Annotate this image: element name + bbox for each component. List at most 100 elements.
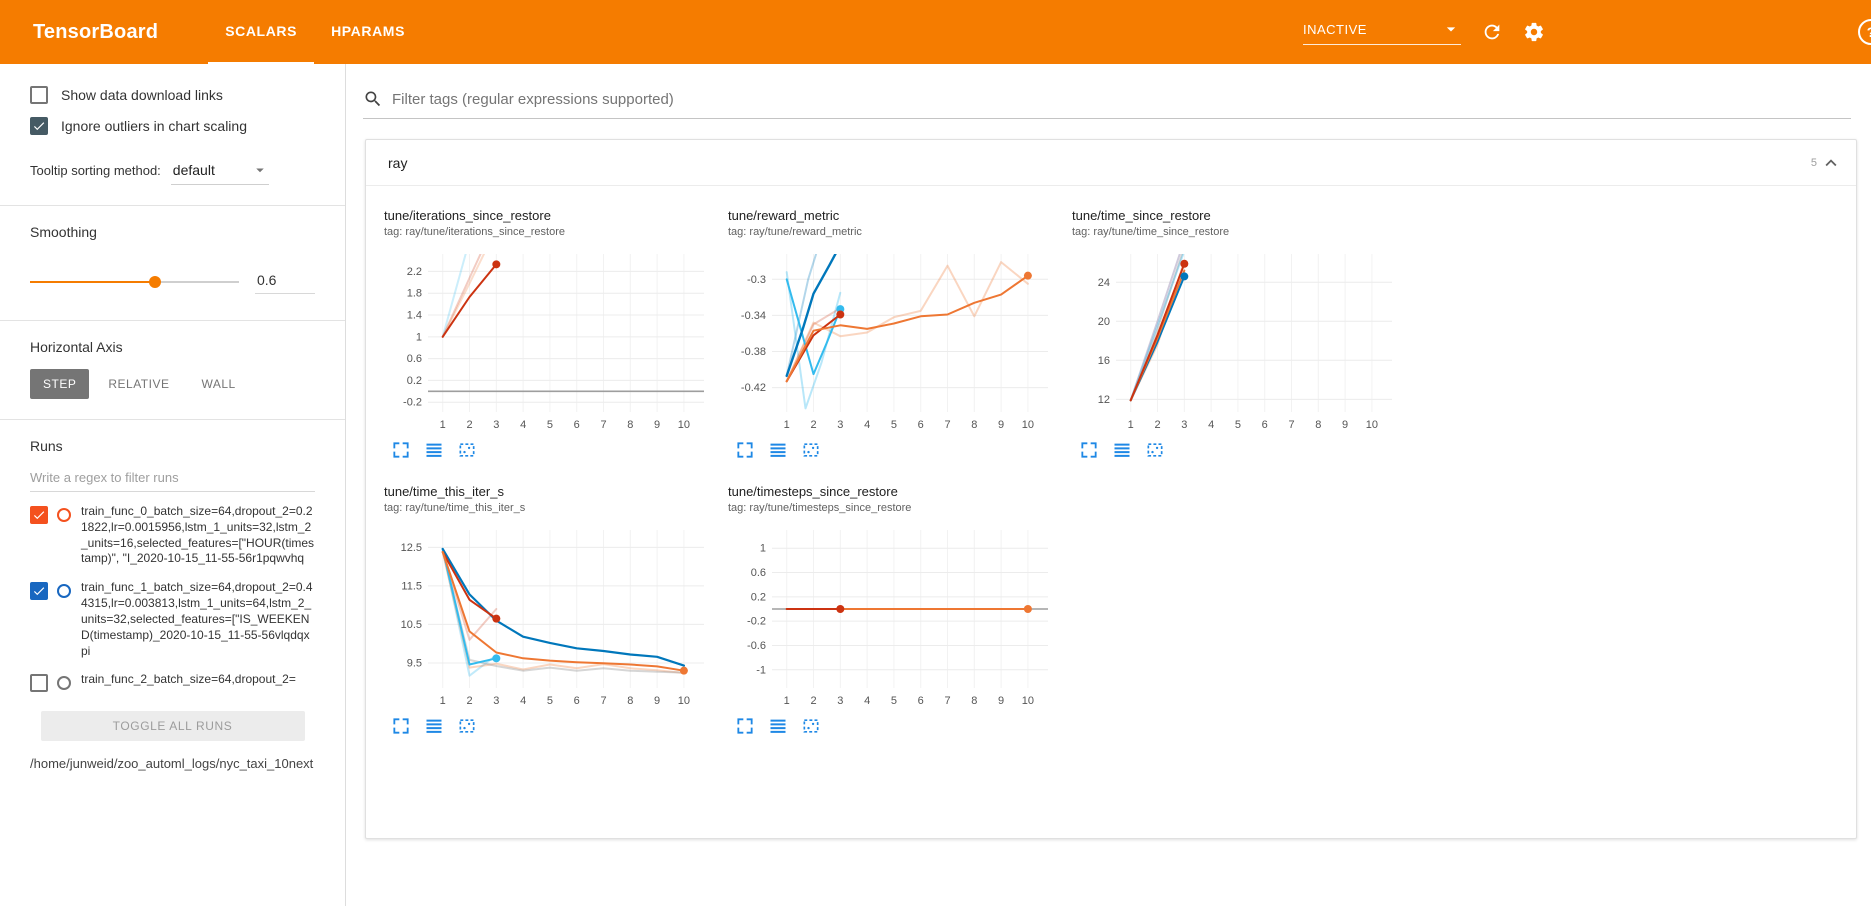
toggle-yaxis-icon[interactable] xyxy=(768,716,788,736)
toggle-yaxis-icon[interactable] xyxy=(1112,440,1132,460)
svg-text:3: 3 xyxy=(837,419,843,431)
chart-actions xyxy=(384,716,714,736)
chart-actions xyxy=(384,440,714,460)
toggle-all-runs-button[interactable]: TOGGLE ALL RUNS xyxy=(40,711,305,741)
runs-list[interactable]: train_func_0_batch_size=64,dropout_2=0.2… xyxy=(30,504,315,709)
collapse-section-icon[interactable] xyxy=(1820,152,1842,174)
svg-text:16: 16 xyxy=(1098,355,1110,367)
svg-text:10: 10 xyxy=(678,695,690,707)
divider xyxy=(0,419,345,420)
smoothing-value-field[interactable]: 0.6 xyxy=(255,270,315,294)
fit-domain-icon[interactable] xyxy=(1145,440,1165,460)
tooltip-sort-row: Tooltip sorting method: default xyxy=(30,159,315,185)
fit-domain-icon[interactable] xyxy=(457,440,477,460)
chart-tag: tag: ray/tune/timesteps_since_restore xyxy=(728,502,912,514)
chart-actions xyxy=(1072,440,1402,460)
chart-title: tune/time_since_restore xyxy=(1072,208,1211,223)
fit-domain-icon[interactable] xyxy=(801,716,821,736)
check-icon xyxy=(32,508,46,522)
svg-text:11.5: 11.5 xyxy=(401,580,422,592)
svg-text:6: 6 xyxy=(574,419,580,431)
chart-title: tune/time_this_iter_s xyxy=(384,484,504,499)
run-isolate-radio[interactable] xyxy=(57,676,71,691)
ignore-outliers-label: Ignore outliers in chart scaling xyxy=(61,118,247,134)
svg-text:6: 6 xyxy=(1262,419,1268,431)
data-status-select[interactable]: INACTIVE xyxy=(1303,19,1461,45)
axis-relative-button[interactable]: RELATIVE xyxy=(108,377,170,391)
run-name: train_func_0_batch_size=64,dropout_2=0.2… xyxy=(81,504,315,566)
fit-domain-icon[interactable] xyxy=(457,716,477,736)
svg-text:1: 1 xyxy=(416,331,422,343)
toggle-yaxis-icon[interactable] xyxy=(424,440,444,460)
run-checkbox[interactable] xyxy=(30,674,48,693)
svg-text:8: 8 xyxy=(971,419,977,431)
svg-text:4: 4 xyxy=(864,695,870,707)
svg-text:24: 24 xyxy=(1098,277,1110,289)
expand-chart-icon[interactable] xyxy=(735,440,755,460)
runs-filter-input[interactable] xyxy=(30,464,315,492)
svg-text:7: 7 xyxy=(944,419,950,431)
run-list-item: train_func_0_batch_size=64,dropout_2=0.2… xyxy=(30,504,315,567)
svg-text:10: 10 xyxy=(1022,419,1034,431)
run-isolate-radio[interactable] xyxy=(57,584,71,599)
run-isolate-radio[interactable] xyxy=(57,508,71,522)
svg-text:9: 9 xyxy=(1342,419,1348,431)
ignore-outliers-checkbox[interactable] xyxy=(30,117,48,135)
svg-text:4: 4 xyxy=(864,419,870,431)
line-chart: 1 2 3 4 5 6 7 8 9 10 -0.2 0.2 0.6 1 1.4 1.8 2.2 xyxy=(403,254,704,431)
axis-wall-button[interactable]: WALL xyxy=(201,377,236,391)
show-download-links-checkbox[interactable] xyxy=(30,86,48,104)
main-tabs: SCALARS HPARAMS xyxy=(208,0,422,64)
expand-chart-icon[interactable] xyxy=(735,716,755,736)
divider xyxy=(0,205,345,206)
reload-icon[interactable] xyxy=(1481,21,1503,43)
svg-text:5: 5 xyxy=(547,695,553,707)
tooltip-sort-select[interactable]: default xyxy=(170,159,269,185)
svg-text:0.2: 0.2 xyxy=(407,375,422,387)
fit-domain-icon[interactable] xyxy=(801,440,821,460)
settings-icon[interactable] xyxy=(1523,21,1545,43)
svg-text:-0.42: -0.42 xyxy=(741,382,766,394)
tag-group-title: ray xyxy=(388,154,408,171)
run-checkbox[interactable] xyxy=(30,582,48,601)
toggle-yaxis-icon[interactable] xyxy=(424,716,444,736)
toggle-yaxis-icon[interactable] xyxy=(768,440,788,460)
run-list-item: train_func_1_batch_size=64,dropout_2=0.4… xyxy=(30,580,315,659)
tag-filter-input[interactable] xyxy=(392,90,1851,108)
chart-tag: tag: ray/tune/time_this_iter_s xyxy=(384,502,526,514)
svg-text:3: 3 xyxy=(493,419,499,431)
svg-text:1: 1 xyxy=(784,695,790,707)
tab-scalars[interactable]: SCALARS xyxy=(208,0,315,64)
svg-text:9.5: 9.5 xyxy=(407,657,422,669)
check-icon xyxy=(32,119,46,133)
svg-text:2: 2 xyxy=(466,419,472,431)
svg-text:-0.2: -0.2 xyxy=(403,397,422,409)
tab-hparams[interactable]: HPARAMS xyxy=(331,23,406,39)
axis-step-button[interactable]: STEP xyxy=(30,369,90,399)
svg-text:8: 8 xyxy=(1315,419,1321,431)
expand-chart-icon[interactable] xyxy=(391,440,411,460)
smoothing-slider-thumb[interactable] xyxy=(149,276,162,288)
line-chart: 1 2 3 4 5 6 7 8 9 10 -0.42 -0.38 -0.34 -0.3 xyxy=(741,254,1048,431)
svg-text:12: 12 xyxy=(1098,394,1110,406)
svg-text:-0.6: -0.6 xyxy=(747,640,766,652)
run-checkbox[interactable] xyxy=(30,506,48,524)
tag-filter-bar xyxy=(363,89,1851,119)
expand-chart-icon[interactable] xyxy=(1079,440,1099,460)
check-icon xyxy=(32,584,46,598)
svg-text:1: 1 xyxy=(760,543,766,555)
svg-text:2: 2 xyxy=(810,419,816,431)
line-chart: 1 2 3 4 5 6 7 8 9 10 -1 -0.6 -0.2 0.2 0.6 1 xyxy=(747,530,1048,707)
smoothing-slider-fill xyxy=(30,281,156,283)
scalar-chart-card: tune/time_since_restore tag: ray/tune/ti… xyxy=(1072,208,1402,460)
chart-count-badge: 5 xyxy=(1810,156,1817,169)
smoothing-slider[interactable] xyxy=(30,276,239,288)
ignore-outliers-row: Ignore outliers in chart scaling xyxy=(30,117,315,135)
svg-text:0.6: 0.6 xyxy=(751,567,766,579)
scalar-chart-card: tune/time_this_iter_s tag: ray/tune/time… xyxy=(384,484,714,736)
expand-chart-icon[interactable] xyxy=(391,716,411,736)
tag-group-header[interactable]: ray 5 xyxy=(366,140,1856,186)
help-icon[interactable] xyxy=(1858,19,1871,45)
svg-text:9: 9 xyxy=(998,695,1004,707)
svg-text:6: 6 xyxy=(918,419,924,431)
